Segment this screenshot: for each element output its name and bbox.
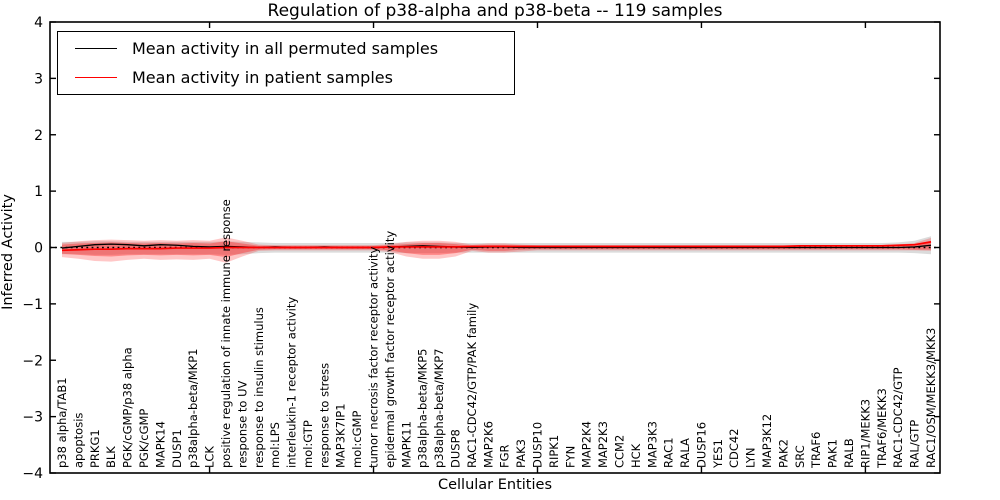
x-category-label: FGR xyxy=(498,444,512,468)
x-category-label: RIP1/MEKK3 xyxy=(858,399,872,468)
x-category-label: tumor necrosis factor receptor activity xyxy=(367,246,381,468)
x-category-label: YES1 xyxy=(711,439,725,469)
x-category-label: DUSP10 xyxy=(530,422,544,468)
x-category-label: LYN xyxy=(744,447,758,468)
legend: Mean activity in all permuted samples Me… xyxy=(57,31,515,95)
x-category-label: CCM2 xyxy=(612,435,626,468)
x-category-label: PAK2 xyxy=(776,439,790,468)
x-category-label: p38alpha-beta/MKP5 xyxy=(416,349,430,468)
x-category-label: MAPK11 xyxy=(399,421,413,468)
x-category-label: RAL/GTP xyxy=(908,420,922,468)
x-category-label: PAK3 xyxy=(514,439,528,468)
x-category-label: MAP2K6 xyxy=(481,421,495,468)
legend-line-swatch-patient xyxy=(75,76,117,78)
x-category-label: apoptosis xyxy=(71,413,85,468)
x-category-label: MAP3K7IP1 xyxy=(334,403,348,468)
legend-label-patient: Mean activity in patient samples xyxy=(132,67,393,87)
x-category-label: BLK xyxy=(104,446,118,468)
legend-line-swatch-permuted xyxy=(75,48,117,50)
x-category-label: response to UV xyxy=(235,380,249,468)
y-tick-label: 0 xyxy=(34,241,43,257)
x-category-label: RAC1/OSM/MEKK3/MKK3 xyxy=(924,328,938,468)
x-category-label: positive regulation of innate immune res… xyxy=(219,199,233,468)
x-category-label: RALA xyxy=(678,438,692,468)
y-tick-label: 3 xyxy=(34,71,43,87)
x-category-label: interleukin-1 receptor activity xyxy=(285,297,299,468)
x-category-label: HCK xyxy=(629,443,643,468)
y-tick-label: 1 xyxy=(34,184,43,200)
x-category-label: TRAF6 xyxy=(809,432,823,469)
x-category-label: MAP3K12 xyxy=(760,414,774,468)
x-axis-title: Cellular Entities xyxy=(437,477,553,493)
x-category-label: PGK/cGMP/p38 alpha xyxy=(121,347,135,468)
x-category-label: p38alpha-beta/MKP7 xyxy=(432,349,446,468)
x-category-label: TRAF6/MEKK3 xyxy=(875,388,889,469)
x-category-label: RAC1-CDC42/GTP/PAK family xyxy=(465,303,479,468)
x-category-label: RAC1-CDC42/GTP xyxy=(891,367,905,468)
legend-label-permuted: Mean activity in all permuted samples xyxy=(132,39,439,59)
x-category-label: LCK xyxy=(203,446,217,468)
legend-entry-permuted: Mean activity in all permuted samples xyxy=(75,35,514,62)
x-category-label: RALB xyxy=(842,438,856,468)
x-category-label: DUSP1 xyxy=(170,429,184,468)
x-category-label: MAP2K3 xyxy=(596,421,610,468)
series-patient-line xyxy=(61,241,932,252)
x-category-label: DUSP8 xyxy=(449,429,463,468)
x-category-label: mol:LPS xyxy=(268,422,282,468)
x-category-label: response to stress xyxy=(317,363,331,468)
y-tick-label: −1 xyxy=(22,297,43,313)
y-tick-label: −4 xyxy=(22,466,43,482)
y-axis-title: Inferred Activity xyxy=(0,194,16,310)
y-tick-label: −3 xyxy=(22,410,43,426)
x-category-label: RAC1 xyxy=(662,437,676,468)
x-category-label: DUSP16 xyxy=(694,422,708,468)
x-category-label: CDC42 xyxy=(727,428,741,468)
x-category-label: p38 alpha/TAB1 xyxy=(55,377,69,468)
x-category-label: epidermal growth factor receptor activit… xyxy=(383,231,397,468)
chart-title: Regulation of p38-alpha and p38-beta -- … xyxy=(267,1,723,21)
x-category-label: RIPK1 xyxy=(547,435,561,468)
band-patient-sample-spread-outer xyxy=(62,237,931,263)
x-category-label: mol:GTP xyxy=(301,420,315,468)
y-tick-label: 2 xyxy=(34,128,43,144)
band-patient-sample-spread-inner xyxy=(62,240,931,258)
x-category-label: PAK1 xyxy=(826,439,840,468)
legend-entry-patient: Mean activity in patient samples xyxy=(75,64,514,91)
x-category-label: PRKG1 xyxy=(88,429,102,468)
x-category-label: PGK/cGMP xyxy=(137,409,151,468)
x-category-label: MAP2K4 xyxy=(580,421,594,468)
x-category-label: MAP3K3 xyxy=(645,421,659,468)
x-category-label: response to insulin stimulus xyxy=(252,307,266,468)
x-category-label: mol:cGMP xyxy=(350,411,364,468)
y-tick-label: −2 xyxy=(22,353,43,369)
x-category-label: SRC xyxy=(793,445,807,468)
x-category-label: p38alpha-beta/MKP1 xyxy=(186,349,200,468)
x-category-label: FYN xyxy=(563,446,577,468)
y-tick-label: 4 xyxy=(34,15,43,31)
x-category-label: MAPK14 xyxy=(153,421,167,468)
